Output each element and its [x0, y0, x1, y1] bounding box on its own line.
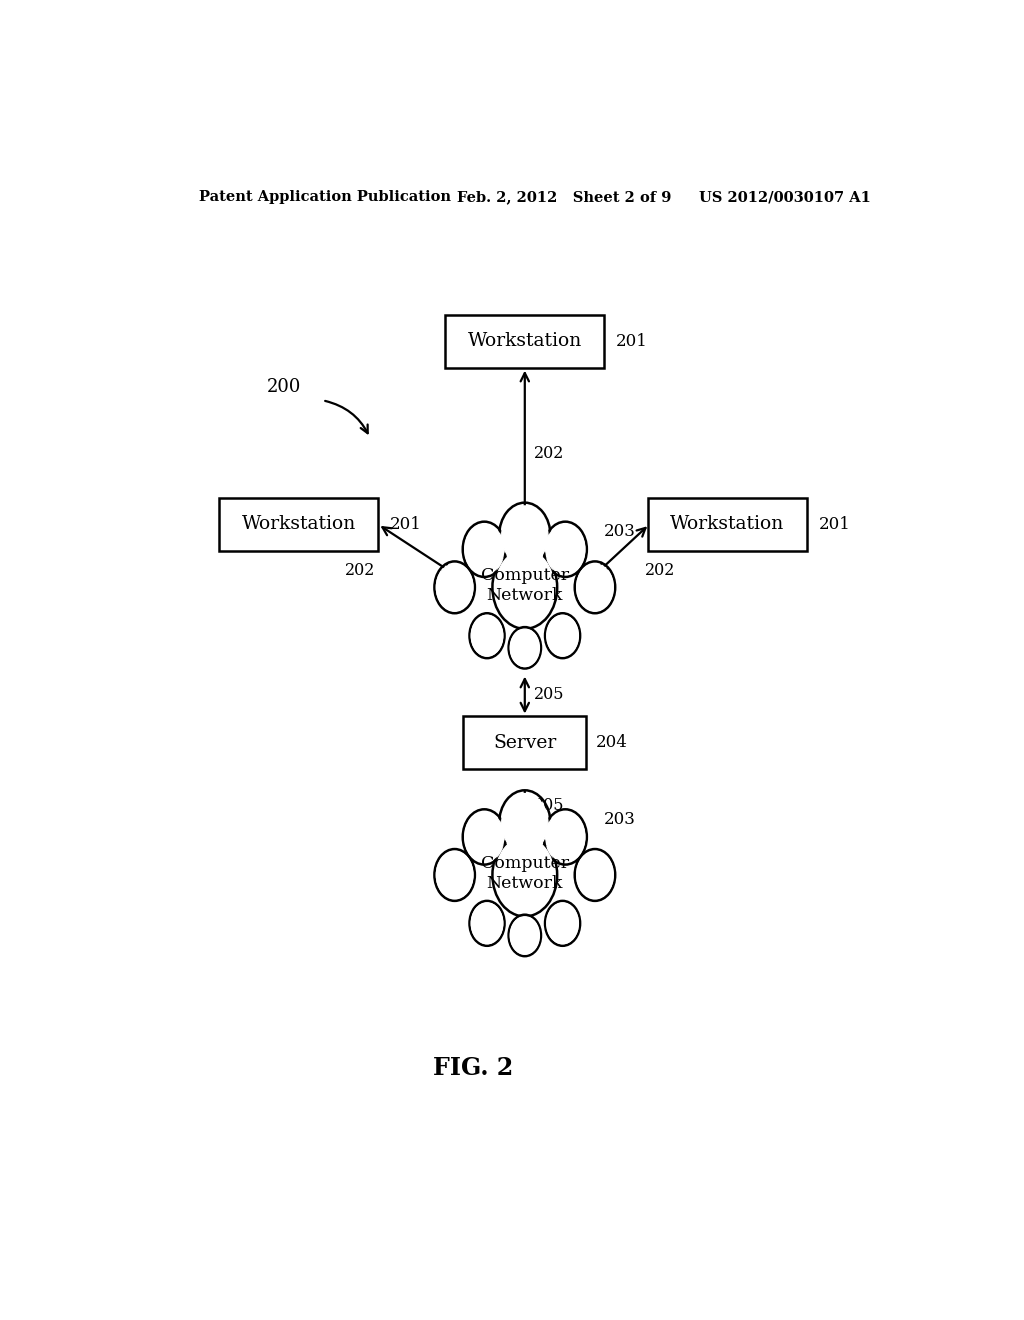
Circle shape [510, 917, 540, 954]
FancyBboxPatch shape [648, 498, 807, 550]
Text: 202: 202 [645, 562, 676, 579]
Circle shape [463, 521, 506, 577]
Circle shape [577, 564, 613, 611]
Text: FIG. 2: FIG. 2 [433, 1056, 513, 1080]
Text: 202: 202 [345, 562, 376, 579]
Circle shape [465, 812, 504, 862]
Circle shape [510, 630, 540, 667]
Text: 201: 201 [818, 516, 850, 533]
Circle shape [502, 506, 548, 565]
Text: 201: 201 [616, 333, 648, 350]
Circle shape [465, 524, 504, 574]
Circle shape [496, 550, 554, 624]
Circle shape [463, 809, 506, 865]
FancyBboxPatch shape [445, 315, 604, 368]
Circle shape [547, 615, 579, 656]
Text: 203: 203 [604, 810, 636, 828]
Circle shape [546, 812, 585, 862]
Text: 200: 200 [267, 378, 301, 396]
Text: 204: 204 [596, 734, 628, 751]
Circle shape [545, 614, 581, 659]
Text: 203: 203 [604, 523, 636, 540]
Text: Workstation: Workstation [242, 515, 355, 533]
Circle shape [469, 614, 505, 659]
Circle shape [544, 809, 587, 865]
Circle shape [509, 915, 541, 956]
Text: 205: 205 [535, 797, 565, 814]
Circle shape [434, 849, 475, 900]
Circle shape [434, 561, 475, 614]
Circle shape [493, 833, 557, 916]
Text: Workstation: Workstation [468, 333, 582, 350]
Text: 205: 205 [535, 685, 565, 702]
Circle shape [436, 564, 473, 611]
Circle shape [493, 546, 557, 628]
Circle shape [545, 900, 581, 946]
Text: Server: Server [494, 734, 556, 752]
Text: Computer
Network: Computer Network [480, 855, 569, 891]
Circle shape [469, 900, 505, 946]
Circle shape [577, 851, 613, 899]
Circle shape [471, 615, 503, 656]
Circle shape [509, 627, 541, 668]
FancyBboxPatch shape [463, 717, 587, 770]
Circle shape [499, 791, 551, 855]
Circle shape [574, 561, 615, 614]
Text: 201: 201 [390, 516, 422, 533]
Circle shape [546, 524, 585, 574]
FancyBboxPatch shape [219, 498, 378, 550]
Text: US 2012/0030107 A1: US 2012/0030107 A1 [699, 190, 871, 205]
Circle shape [574, 849, 615, 900]
Circle shape [499, 503, 551, 569]
Circle shape [471, 903, 503, 944]
Circle shape [547, 903, 579, 944]
Circle shape [502, 793, 548, 853]
Text: Workstation: Workstation [670, 515, 784, 533]
Text: Feb. 2, 2012   Sheet 2 of 9: Feb. 2, 2012 Sheet 2 of 9 [458, 190, 672, 205]
Text: 202: 202 [535, 445, 564, 462]
Circle shape [436, 851, 473, 899]
FancyArrowPatch shape [326, 401, 368, 433]
Circle shape [496, 838, 554, 912]
Text: Patent Application Publication: Patent Application Publication [200, 190, 452, 205]
Circle shape [544, 521, 587, 577]
Text: Computer
Network: Computer Network [480, 568, 569, 603]
